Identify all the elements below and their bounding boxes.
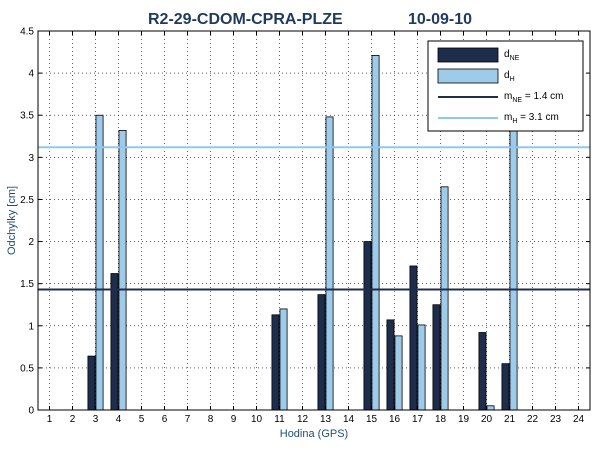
x-tick-label: 8 xyxy=(208,414,214,425)
x-tick-label: 3 xyxy=(93,414,99,425)
bar-d-ne xyxy=(87,355,96,411)
y-tick-label: 1.5 xyxy=(20,279,34,290)
y-tick-label: 0.5 xyxy=(20,363,34,374)
y-tick-label: 2 xyxy=(28,237,34,248)
x-tick-label: 23 xyxy=(550,414,562,425)
x-tick-label: 22 xyxy=(527,414,539,425)
x-tick-label: 4 xyxy=(116,414,122,425)
bar-d-h xyxy=(95,114,104,411)
legend-swatch-d-h xyxy=(437,68,499,84)
legend-label-sub: NE xyxy=(510,55,520,62)
bar-d-h xyxy=(394,335,403,411)
x-tick-label: 9 xyxy=(231,414,237,425)
ticks: 00.511.522.533.544.51 2 3 4 5 6 7 8 9 10 11 12 13 14 1… xyxy=(20,27,590,425)
y-tick-label: 4 xyxy=(28,69,34,80)
bar-d-h xyxy=(279,308,288,411)
bar-d-h xyxy=(417,324,426,411)
legend-label-rest: = 3.1 cm xyxy=(517,112,558,123)
y-tick-label: 2.5 xyxy=(20,195,34,206)
legend-label-m-ne: mNE = 1.4 cm xyxy=(504,91,563,104)
bar-d-h xyxy=(325,116,334,411)
x-axis-label: Hodina (GPS) xyxy=(280,428,348,440)
bar-d-ne xyxy=(501,363,510,411)
x-tick-label: 19 xyxy=(458,414,470,425)
x-tick-label: 16 xyxy=(389,414,401,425)
x-tick-label: 15 xyxy=(366,414,378,425)
x-tick-label: 18 xyxy=(435,414,447,425)
x-tick-label: 5 xyxy=(139,414,145,425)
bars xyxy=(87,55,518,411)
bar-d-h xyxy=(509,121,518,411)
legend-label-rest: = 1.4 cm xyxy=(522,91,563,102)
legend-label-main: m xyxy=(504,91,512,102)
bar-d-h xyxy=(486,405,495,411)
chart-title: R2-29-CDOM-CPRA-PLZE xyxy=(148,11,343,28)
bar-d-ne xyxy=(317,294,326,411)
x-tick-label: 20 xyxy=(481,414,493,425)
x-tick-label: 2 xyxy=(70,414,76,425)
bar-d-ne xyxy=(363,241,372,411)
legend-label-d-h: dH xyxy=(504,70,515,83)
x-tick-label: 13 xyxy=(320,414,332,425)
y-tick-label: 4.5 xyxy=(20,27,34,38)
legend-label-main: d xyxy=(504,70,510,81)
y-tick-label: 0 xyxy=(28,406,34,417)
plot-frame xyxy=(37,30,591,411)
bar-d-ne xyxy=(432,304,441,411)
x-tick-label: 6 xyxy=(162,414,168,425)
x-tick-label: 11 xyxy=(274,414,285,425)
bar-d-ne xyxy=(386,319,395,411)
legend-label-sub: H xyxy=(512,118,517,125)
x-tick-label: 12 xyxy=(297,414,309,425)
x-tick-label: 7 xyxy=(185,414,191,425)
legend-label-sub: NE xyxy=(512,97,522,104)
bar-d-ne xyxy=(478,332,487,411)
chart-date: 10-09-10 xyxy=(408,11,472,28)
bar-d-ne xyxy=(110,273,119,411)
legend-label-m-h: mH = 3.1 cm xyxy=(504,112,559,125)
legend-label-main: d xyxy=(504,49,510,60)
bar-d-h xyxy=(118,129,127,411)
x-tick-label: 21 xyxy=(504,414,516,425)
reference-lines xyxy=(38,146,590,291)
y-tick-label: 3 xyxy=(28,153,34,164)
bar-d-h xyxy=(371,55,380,411)
legend-label-main: m xyxy=(504,112,512,123)
bar-d-ne xyxy=(271,314,280,411)
x-tick-label: 10 xyxy=(251,414,263,425)
bar-d-h xyxy=(440,186,449,411)
y-axis-label: Odchylky [cm] xyxy=(6,186,18,255)
x-tick-label: 17 xyxy=(412,414,424,425)
legend-swatch-d-ne xyxy=(437,47,499,63)
bar-d-ne xyxy=(409,265,418,411)
legend-label-d-ne: dNE xyxy=(504,49,520,62)
x-tick-label: 14 xyxy=(343,414,355,425)
x-tick-label: 24 xyxy=(573,414,585,425)
legend-label-sub: H xyxy=(510,76,515,83)
y-tick-label: 3.5 xyxy=(20,111,34,122)
y-tick-label: 1 xyxy=(28,321,34,332)
x-tick-label: 1 xyxy=(47,414,53,425)
